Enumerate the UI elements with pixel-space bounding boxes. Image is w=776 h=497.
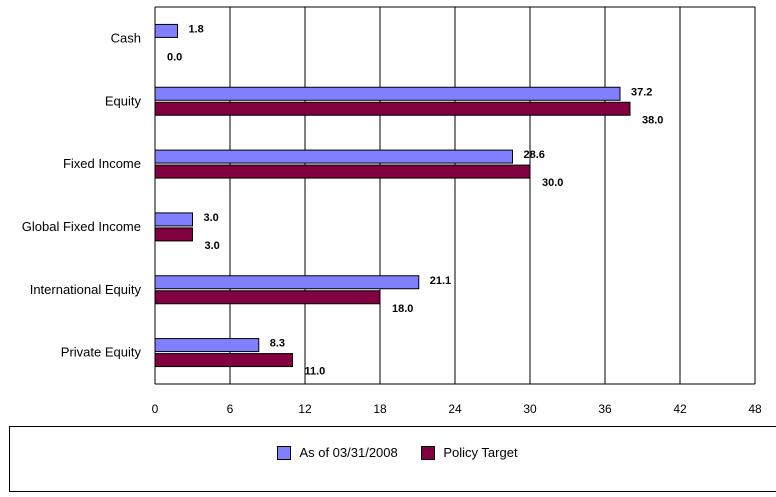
x-tick-label-4: 24 bbox=[448, 402, 462, 416]
data-label-series-2-5: 11.0 bbox=[305, 366, 326, 378]
x-tick-label-5: 30 bbox=[523, 402, 537, 416]
data-label-series-1-3: 3.0 bbox=[204, 212, 219, 224]
data-label-series-2-0: 0.0 bbox=[167, 51, 182, 63]
bar-series-2-3 bbox=[154, 227, 193, 242]
legend-swatch-series-2 bbox=[421, 445, 436, 460]
data-label-series-1-0: 1.8 bbox=[189, 23, 204, 35]
x-tick-label-3: 18 bbox=[373, 402, 387, 416]
bar-series-1-3 bbox=[154, 212, 193, 227]
bar-series-2-4 bbox=[154, 290, 381, 305]
category-label-3: Global Fixed Income bbox=[22, 219, 141, 234]
legend-label-series-2: Policy Target bbox=[443, 445, 518, 460]
data-label-series-2-2: 30.0 bbox=[542, 177, 563, 189]
bar-series-2-2 bbox=[154, 164, 531, 179]
bar-series-1-2 bbox=[154, 149, 513, 164]
bar-series-1-5 bbox=[154, 338, 260, 353]
bar-series-1-1 bbox=[154, 86, 621, 101]
category-label-5: Private Equity bbox=[61, 345, 142, 360]
data-label-series-2-4: 18.0 bbox=[392, 303, 413, 315]
x-tick-label-7: 42 bbox=[673, 402, 687, 416]
category-label-4: International Equity bbox=[30, 282, 142, 297]
bar-series-2-1 bbox=[154, 101, 631, 116]
x-tick-label-1: 6 bbox=[227, 402, 234, 416]
category-label-1: Equity bbox=[105, 93, 142, 108]
category-label-0: Cash bbox=[111, 30, 141, 45]
allocation-bar-chart: 0 6 12 18 24 30 36 42 48 Cash 1.8 0.0 Equity 37.2 38.0… bbox=[22, 6, 762, 416]
chart-legend: As of 03/31/2008 Policy Target bbox=[9, 426, 776, 492]
legend-swatch-series-1 bbox=[277, 445, 292, 460]
category-label-2: Fixed Income bbox=[63, 156, 141, 171]
legend-item-series-2: Policy Target bbox=[421, 445, 518, 460]
bar-series-1-0 bbox=[154, 23, 178, 38]
data-label-series-2-3: 3.0 bbox=[205, 240, 220, 252]
x-tick-label-0: 0 bbox=[152, 402, 159, 416]
data-label-series-1-2: 28.6 bbox=[524, 149, 545, 161]
x-tick-label-6: 36 bbox=[598, 402, 612, 416]
data-label-series-2-1: 38.0 bbox=[642, 114, 663, 126]
bar-series-2-5 bbox=[154, 353, 293, 368]
legend-label-series-1: As of 03/31/2008 bbox=[299, 445, 398, 460]
x-tick-label-2: 12 bbox=[298, 402, 312, 416]
x-tick-label-8: 48 bbox=[748, 402, 762, 416]
legend-item-series-1: As of 03/31/2008 bbox=[277, 445, 398, 460]
data-label-series-1-5: 8.3 bbox=[270, 338, 285, 350]
data-label-series-1-1: 37.2 bbox=[631, 86, 652, 98]
data-label-series-1-4: 21.1 bbox=[430, 275, 451, 287]
bar-series-1-4 bbox=[154, 275, 420, 290]
